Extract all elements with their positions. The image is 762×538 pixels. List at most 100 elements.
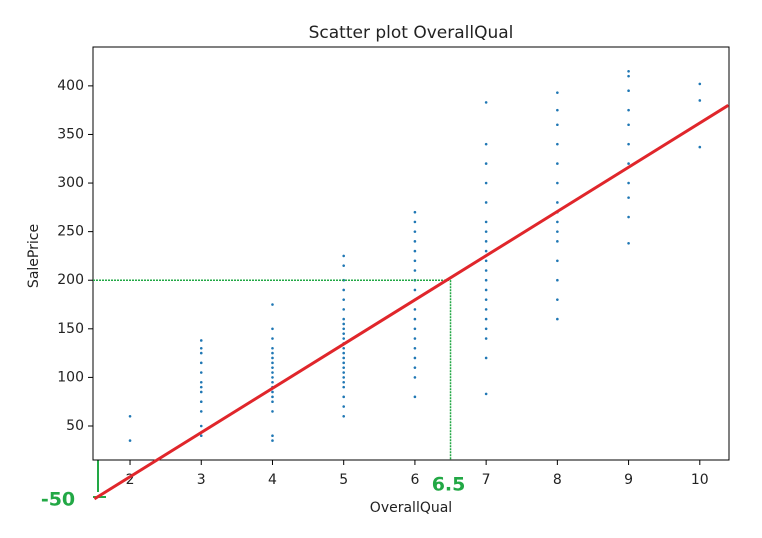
point: [484, 142, 488, 146]
point: [199, 371, 203, 374]
point: [342, 254, 345, 258]
point: [413, 337, 417, 340]
point: [413, 395, 417, 399]
point: [271, 366, 274, 369]
point: [342, 337, 345, 340]
point: [627, 108, 630, 112]
point: [271, 361, 274, 365]
point: [199, 424, 203, 428]
point: [556, 317, 559, 321]
point: [556, 123, 559, 127]
point: [271, 303, 274, 306]
point: [484, 327, 488, 331]
point: [128, 414, 132, 418]
point: [342, 322, 345, 326]
point: [484, 220, 488, 224]
y-tick-label: 150: [57, 321, 84, 337]
point: [342, 298, 345, 301]
point: [484, 392, 488, 396]
point: [627, 142, 630, 146]
point: [556, 220, 559, 224]
fit-line: [93, 104, 730, 501]
point: [271, 327, 274, 331]
x-tick-label: 7: [482, 472, 491, 488]
point: [627, 123, 630, 127]
point: [413, 240, 417, 243]
point: [627, 69, 630, 73]
point: [484, 201, 488, 204]
point: [342, 351, 345, 355]
y-tick-label: 350: [57, 126, 84, 142]
y-tick-label: 50: [66, 418, 84, 434]
y-tick-label: 200: [57, 272, 84, 288]
point: [128, 439, 132, 442]
point: [556, 298, 559, 301]
point: [484, 240, 488, 243]
point: [627, 241, 630, 245]
point: [556, 91, 559, 94]
y-tick-label: 300: [57, 175, 84, 191]
point: [271, 351, 274, 355]
point: [413, 356, 417, 360]
point: [698, 145, 702, 149]
point: [342, 288, 345, 292]
point: [556, 259, 559, 263]
point: [484, 337, 488, 340]
point: [627, 162, 630, 165]
chart-title: Scatter plot OverallQual: [309, 23, 514, 43]
x-tick-label: 9: [624, 472, 633, 488]
point: [484, 298, 488, 301]
point: [484, 317, 488, 321]
point: [271, 395, 274, 399]
point: [199, 390, 203, 394]
point: [342, 356, 345, 360]
point: [484, 269, 488, 272]
point: [199, 434, 203, 438]
y-tick-label: 100: [57, 369, 84, 385]
point: [271, 371, 274, 374]
point: [413, 269, 417, 272]
point: [271, 400, 274, 403]
point: [413, 346, 417, 350]
x-tick-label: 5: [339, 472, 348, 488]
point: [271, 337, 274, 340]
point: [556, 181, 559, 185]
point: [342, 385, 345, 389]
x-tick-label: 6: [410, 472, 419, 488]
plot-frame: [92, 46, 730, 461]
point: [484, 249, 488, 253]
y-tick-label: 250: [57, 224, 84, 240]
x-tick-label: 2: [126, 472, 135, 488]
point: [271, 434, 274, 438]
point: [199, 339, 203, 342]
point: [342, 264, 345, 267]
point: [627, 181, 630, 185]
point: [627, 89, 630, 93]
point: [342, 332, 345, 335]
point: [484, 181, 488, 185]
point: [199, 385, 203, 389]
point: [342, 376, 345, 379]
point: [342, 361, 345, 365]
point: [342, 317, 345, 321]
y-tick-label: 400: [57, 78, 84, 94]
point: [698, 82, 702, 86]
point: [413, 366, 417, 369]
x-tick-label: 8: [553, 472, 562, 488]
point: [271, 346, 274, 350]
point: [484, 259, 488, 263]
point: [627, 196, 630, 199]
point: [199, 380, 203, 384]
point: [484, 101, 488, 104]
point: [342, 395, 345, 399]
point: [413, 288, 417, 292]
point: [413, 327, 417, 331]
point: [556, 142, 559, 146]
point: [199, 346, 203, 350]
x-tick-label: 4: [268, 472, 277, 488]
point: [413, 317, 417, 321]
point: [271, 356, 274, 360]
x-tick-label: 10: [691, 472, 709, 488]
guide-label: 6.5: [432, 474, 466, 496]
